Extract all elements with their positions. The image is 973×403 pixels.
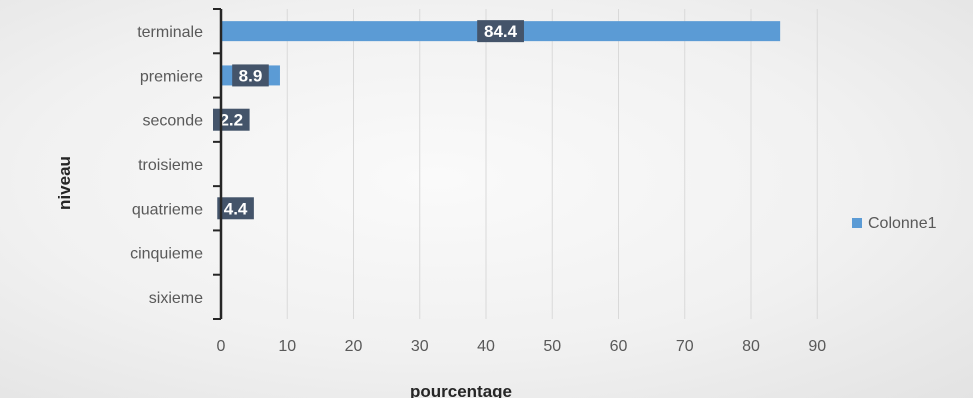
category-labels: terminale premiere seconde troisieme quatrie… (130, 24, 203, 307)
legend-swatch (852, 218, 862, 228)
category-label: sixieme (149, 290, 203, 307)
x-tick-label: 90 (808, 338, 826, 355)
category-label: cinquieme (130, 246, 203, 263)
data-label: 84.4 (484, 22, 518, 41)
category-label: quatrieme (132, 201, 203, 218)
data-labels: 84.4 8.9 2.2 4.4 (213, 20, 524, 220)
x-tick-label: 70 (676, 338, 694, 355)
category-label: troisieme (138, 157, 203, 174)
data-label-box (232, 64, 269, 87)
bars (221, 21, 781, 219)
y-axis (213, 8, 223, 320)
x-tick-label: 50 (543, 338, 561, 355)
x-tick-label: 60 (610, 338, 628, 355)
data-label: 8.9 (239, 66, 263, 85)
x-tick-label: 30 (411, 338, 429, 355)
x-tick-label: 0 (217, 338, 226, 355)
category-label: premiere (140, 68, 203, 85)
data-label-box (477, 20, 524, 43)
x-tick-label: 40 (477, 338, 495, 355)
category-label: seconde (143, 113, 204, 130)
x-tick-label: 80 (742, 338, 760, 355)
x-tick-labels: 0 10 20 30 40 50 60 70 80 90 (217, 338, 827, 355)
x-axis-title: pourcentage (410, 382, 512, 398)
data-label: 2.2 (219, 111, 243, 130)
legend: Colonne1 (852, 215, 937, 232)
data-label-box (217, 197, 254, 220)
legend-label: Colonne1 (868, 215, 937, 232)
y-axis-title: niveau (55, 156, 74, 210)
grid-lines (286, 9, 818, 319)
x-tick-label: 20 (345, 338, 363, 355)
x-tick-label: 10 (278, 338, 296, 355)
category-label: terminale (137, 24, 203, 41)
data-label: 4.4 (224, 199, 248, 218)
